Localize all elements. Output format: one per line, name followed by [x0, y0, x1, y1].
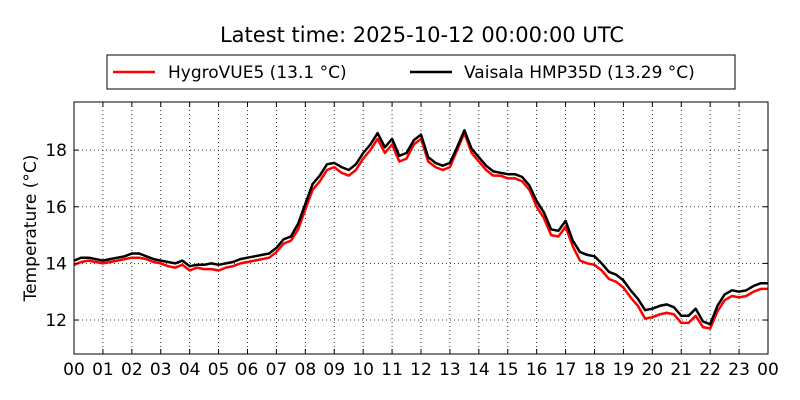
- x-tick-label: 14: [468, 360, 490, 380]
- x-tick-label: 13: [439, 360, 461, 380]
- series-line-hygrovue5: [73, 131, 768, 330]
- x-tick-label: 02: [121, 360, 143, 380]
- y-tick-label: 14: [45, 254, 67, 274]
- x-tick-label: 12: [410, 360, 432, 380]
- x-tick-label: 07: [266, 360, 288, 380]
- y-axis-label: Temperature (°C): [21, 155, 41, 303]
- x-tick-label: 06: [237, 360, 259, 380]
- chart-title: Latest time: 2025-10-12 00:00:00 UTC: [220, 23, 624, 47]
- x-tick-label: 17: [555, 360, 577, 380]
- x-tick-label: 22: [699, 360, 721, 380]
- ticks: [73, 102, 769, 354]
- x-tick-label: 10: [352, 360, 374, 380]
- x-tick-label: 01: [92, 360, 114, 380]
- x-tick-label: 18: [584, 360, 606, 380]
- x-tick-label: 11: [381, 360, 403, 380]
- x-tick-label: 15: [497, 360, 519, 380]
- x-tick-label: 00: [63, 360, 85, 380]
- x-tick-label: 09: [323, 360, 345, 380]
- series-line-vaisala: [73, 129, 768, 326]
- x-tick-label: 21: [670, 360, 692, 380]
- legend-label-vaisala: Vaisala HMP35D (13.29 °C): [464, 63, 695, 83]
- y-tick-labels: 12 14 16 18: [45, 141, 67, 331]
- legend: HygroVUE5 (13.1 °C) Vaisala HMP35D (13.2…: [106, 54, 736, 90]
- y-tick-label: 18: [45, 141, 67, 161]
- plot-area-frame: [73, 101, 769, 355]
- y-tick-label: 12: [45, 311, 67, 331]
- series-layer: [73, 129, 768, 330]
- legend-label-hygrovue5: HygroVUE5 (13.1 °C): [168, 63, 347, 83]
- x-tick-label: 08: [295, 360, 317, 380]
- x-tick-label: 19: [613, 360, 635, 380]
- x-tick-label: 16: [526, 360, 548, 380]
- x-tick-label: 20: [642, 360, 664, 380]
- y-tick-label: 16: [45, 198, 67, 218]
- x-tick-label: 23: [728, 360, 750, 380]
- x-tick-label: 05: [208, 360, 230, 380]
- x-tick-label: 03: [150, 360, 172, 380]
- x-tick-label: 04: [179, 360, 201, 380]
- x-tick-label: 00: [757, 360, 779, 380]
- x-tick-labels: 00 01 02 03 04 05 06 07 08 09 10 11 12 13 14 15 16 17 18 19…: [63, 360, 779, 380]
